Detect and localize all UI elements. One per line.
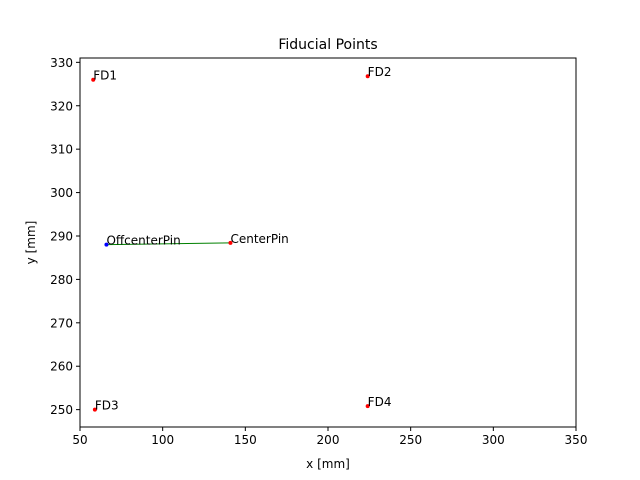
x-tick-label: 350 bbox=[565, 433, 588, 447]
x-tick-label: 250 bbox=[399, 433, 422, 447]
y-tick-label: 260 bbox=[50, 360, 73, 374]
y-tick-label: 290 bbox=[50, 229, 73, 243]
y-tick-label: 280 bbox=[50, 273, 73, 287]
y-tick-label: 250 bbox=[50, 403, 73, 417]
x-tick-label: 50 bbox=[72, 433, 87, 447]
y-tick-label: 300 bbox=[50, 186, 73, 200]
x-axis-label: x [mm] bbox=[306, 457, 350, 471]
point-label-offcenterpin: OffcenterPin bbox=[106, 234, 180, 248]
point-label-fd2: FD2 bbox=[368, 65, 392, 79]
point-label-fd1: FD1 bbox=[93, 69, 117, 83]
point-label-centerpin: CenterPin bbox=[230, 232, 288, 246]
pin-connector-line bbox=[106, 242, 231, 246]
point-fd3 bbox=[92, 407, 97, 412]
y-axis-label: y [mm] bbox=[24, 221, 38, 265]
y-tick-label: 270 bbox=[50, 316, 73, 330]
point-offcenterpin bbox=[104, 242, 109, 247]
x-tick-label: 200 bbox=[317, 433, 340, 447]
y-axis: 250 260 270 280 290 300 310 320 330 bbox=[50, 56, 80, 417]
point-fd4 bbox=[365, 404, 370, 409]
point-fd2 bbox=[365, 74, 370, 79]
x-tick-label: 300 bbox=[482, 433, 505, 447]
x-axis: 50 100 150 200 250 300 350 bbox=[72, 427, 587, 447]
point-label-fd4: FD4 bbox=[368, 395, 392, 409]
y-tick-label: 310 bbox=[50, 143, 73, 157]
point-centerpin bbox=[228, 240, 233, 245]
plot-area: FD1 FD2 FD3 FD4 OffcenterPin CenterPin bbox=[91, 65, 392, 413]
point-fd1 bbox=[91, 77, 96, 82]
y-tick-label: 330 bbox=[50, 56, 73, 70]
y-tick-label: 320 bbox=[50, 99, 73, 113]
x-tick-label: 150 bbox=[234, 433, 257, 447]
point-label-fd3: FD3 bbox=[95, 399, 119, 413]
chart-title: Fiducial Points bbox=[278, 37, 377, 53]
x-tick-label: 100 bbox=[151, 433, 174, 447]
